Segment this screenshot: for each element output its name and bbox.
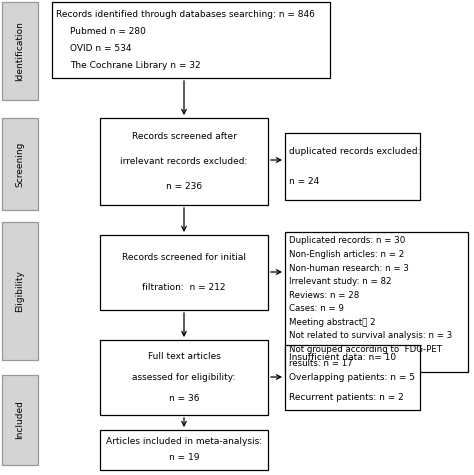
Text: Reviews: n = 28: Reviews: n = 28: [289, 291, 359, 300]
Text: Not related to survival analysis: n = 3: Not related to survival analysis: n = 3: [289, 332, 452, 341]
Bar: [285, 232, 468, 372]
Text: Irrelevant study: n = 82: Irrelevant study: n = 82: [289, 277, 392, 286]
Bar: [2, 375, 38, 465]
Text: duplicated records excluded:: duplicated records excluded:: [289, 147, 420, 156]
Text: Recurrent patients: n = 2: Recurrent patients: n = 2: [289, 393, 404, 402]
Text: results: n = 17: results: n = 17: [289, 359, 353, 368]
Text: Insufficient data: n= 10: Insufficient data: n= 10: [289, 353, 396, 362]
Text: n = 236: n = 236: [166, 182, 202, 191]
Bar: [100, 118, 268, 205]
Text: Non-English articles: n = 2: Non-English articles: n = 2: [289, 250, 404, 259]
Text: irrelevant records excluded:: irrelevant records excluded:: [120, 157, 248, 166]
Text: filtration:  n = 212: filtration: n = 212: [142, 283, 226, 292]
Bar: [2, 118, 38, 210]
Text: n = 36: n = 36: [169, 394, 199, 403]
Text: Duplicated records: n = 30: Duplicated records: n = 30: [289, 237, 405, 245]
Text: Articles included in meta-analysis:: Articles included in meta-analysis:: [106, 437, 262, 446]
Text: Overlapping patients: n = 5: Overlapping patients: n = 5: [289, 373, 415, 382]
Text: Full text articles: Full text articles: [147, 352, 220, 361]
Text: Included: Included: [16, 400, 25, 439]
Bar: [100, 340, 268, 415]
Bar: [285, 345, 420, 410]
Text: Records identified through databases searching: n = 846: Records identified through databases sea…: [56, 10, 315, 19]
Bar: [52, 2, 330, 78]
Bar: [2, 2, 38, 100]
Bar: [100, 430, 268, 470]
Text: Records screened for initial: Records screened for initial: [122, 253, 246, 262]
Bar: [285, 133, 420, 200]
Bar: [100, 235, 268, 310]
Text: Eligibility: Eligibility: [16, 270, 25, 312]
Text: The Cochrane Library n = 32: The Cochrane Library n = 32: [70, 61, 201, 70]
Text: Non-human research: n = 3: Non-human research: n = 3: [289, 264, 409, 273]
Text: OVID n = 534: OVID n = 534: [70, 44, 131, 53]
Text: Records screened after: Records screened after: [132, 132, 237, 141]
Text: Screening: Screening: [16, 142, 25, 187]
Text: Cases: n = 9: Cases: n = 9: [289, 304, 344, 314]
Text: Meeting abstract： 2: Meeting abstract： 2: [289, 318, 375, 327]
Text: n = 19: n = 19: [169, 454, 199, 463]
Text: Pubmed n = 280: Pubmed n = 280: [70, 27, 146, 36]
Text: n = 24: n = 24: [289, 177, 319, 186]
Bar: [2, 222, 38, 360]
Text: Not grouped according to  FDG-PET: Not grouped according to FDG-PET: [289, 345, 442, 354]
Text: Identification: Identification: [16, 21, 25, 81]
Text: assessed for eligibility:: assessed for eligibility:: [132, 373, 236, 382]
